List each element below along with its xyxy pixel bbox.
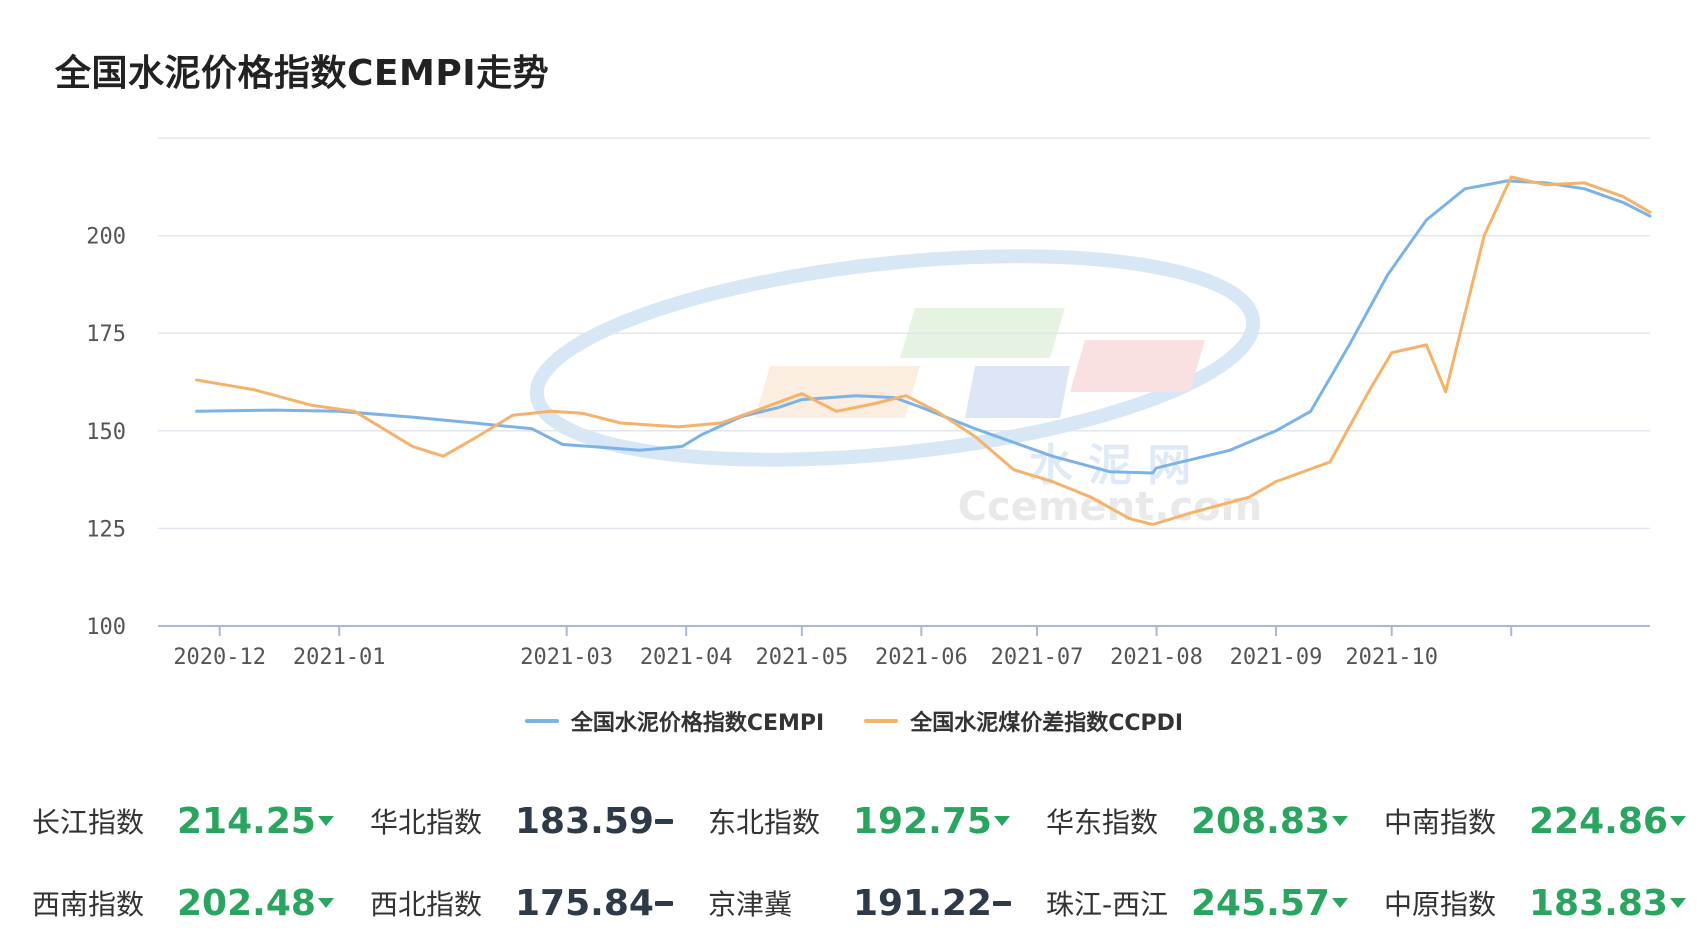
index-label: 西南指数: [32, 888, 145, 921]
index-item[interactable]: 东北指数 192.75: [708, 801, 1046, 842]
page-title: 全国水泥价格指数CEMPI走势: [55, 53, 550, 94]
index-value: 191.22: [853, 882, 992, 924]
x-tick-label: 2021-09: [1230, 645, 1323, 670]
index-item[interactable]: 华北指数 183.59: [370, 801, 708, 842]
legend-swatch-cempi: [524, 719, 559, 723]
index-label: 京津冀: [708, 888, 793, 921]
x-tick-label: 2021-01: [293, 645, 386, 670]
trend-down-icon: [987, 816, 1017, 826]
trend-down-icon: [1663, 898, 1693, 908]
index-item[interactable]: 中原指数 183.83: [1384, 883, 1708, 924]
y-tick-label: 150: [86, 420, 126, 445]
series-line-ccpdi: [195, 175, 1652, 526]
index-value: 175.84: [515, 882, 654, 924]
index-value: 224.86: [1529, 800, 1668, 842]
y-tick-label: 100: [86, 615, 126, 640]
legend-item-cempi[interactable]: 全国水泥价格指数CEMPI: [524, 705, 825, 737]
y-tick-label: 175: [86, 322, 126, 347]
index-label: 中南指数: [1384, 806, 1497, 839]
index-value: 214.25: [177, 800, 316, 842]
x-tick-label: 2020-12: [173, 645, 266, 670]
index-label: 华东指数: [1046, 806, 1159, 839]
trend-down-icon: [311, 898, 341, 908]
watermark-block-red: [1070, 340, 1205, 392]
trend-down-icon: [311, 816, 341, 826]
x-tick-label: 2021-06: [875, 645, 968, 670]
dash-icon: [655, 900, 673, 906]
chart-legend: 全国水泥价格指数CEMPI 全国水泥煤价差指数CCPDI: [0, 705, 1708, 737]
trend-down-icon: [1663, 816, 1693, 826]
triangle-down-icon: [994, 816, 1010, 826]
index-value: 183.59: [515, 800, 654, 842]
watermark-swoosh: [529, 249, 1261, 467]
index-value: 245.57: [1191, 882, 1330, 924]
index-row: 西南指数 202.48 西北指数 175.84 京津冀 191.22 珠江-西江 245.57…: [32, 862, 1692, 944]
x-tick-label: 2021-07: [991, 645, 1084, 670]
regional-indices: 长江指数 214.25 华北指数 183.59 东北指数 192.75 华东指数 208.83…: [32, 780, 1692, 944]
index-value: 183.83: [1529, 882, 1668, 924]
x-tick-label: 2021-05: [755, 645, 848, 670]
index-item[interactable]: 珠江-西江 245.57: [1046, 883, 1384, 924]
triangle-down-icon: [318, 898, 334, 908]
trend-down-icon: [1325, 898, 1355, 908]
legend-swatch-ccpdi: [864, 719, 899, 723]
index-item[interactable]: 西北指数 175.84: [370, 883, 708, 924]
index-item[interactable]: 长江指数 214.25: [32, 801, 370, 842]
series-line-cempi: [195, 179, 1652, 475]
index-item[interactable]: 中南指数 224.86: [1384, 801, 1708, 842]
index-label: 东北指数: [708, 806, 821, 839]
x-tick-label: 2021-08: [1110, 645, 1203, 670]
y-tick-label: 125: [86, 517, 126, 542]
trend-flat-icon: [987, 900, 1017, 906]
x-tick-label: 2021-10: [1345, 645, 1438, 670]
watermark-block-orange: [755, 366, 920, 418]
index-item[interactable]: 华东指数 208.83: [1046, 801, 1384, 842]
watermark-block-blue: [965, 366, 1070, 418]
triangle-down-icon: [1332, 898, 1348, 908]
index-label: 西北指数: [370, 888, 483, 921]
x-tick-label: 2021-03: [520, 645, 613, 670]
index-value: 208.83: [1191, 800, 1330, 842]
x-tick-label: 2021-04: [640, 645, 733, 670]
dash-icon: [993, 900, 1011, 906]
index-label: 华北指数: [370, 806, 483, 839]
trend-down-icon: [1325, 816, 1355, 826]
triangle-down-icon: [1670, 898, 1686, 908]
trend-flat-icon: [649, 818, 679, 824]
triangle-down-icon: [318, 816, 334, 826]
triangle-down-icon: [1332, 816, 1348, 826]
index-label: 长江指数: [32, 806, 145, 839]
index-row: 长江指数 214.25 华北指数 183.59 东北指数 192.75 华东指数 208.83…: [32, 780, 1692, 862]
legend-label-cempi: 全国水泥价格指数CEMPI: [570, 711, 825, 736]
index-value: 192.75: [853, 800, 992, 842]
legend-item-ccpdi[interactable]: 全国水泥煤价差指数CCPDI: [864, 705, 1183, 737]
trend-flat-icon: [649, 900, 679, 906]
dash-icon: [655, 818, 673, 824]
legend-label-ccpdi: 全国水泥煤价差指数CCPDI: [910, 711, 1184, 736]
triangle-down-icon: [1670, 816, 1686, 826]
index-value: 202.48: [177, 882, 316, 924]
index-label: 中原指数: [1384, 888, 1497, 921]
index-label: 珠江-西江: [1046, 888, 1169, 921]
index-item[interactable]: 西南指数 202.48: [32, 883, 370, 924]
y-tick-label: 200: [86, 225, 126, 250]
index-item[interactable]: 京津冀 191.22: [708, 883, 1046, 924]
